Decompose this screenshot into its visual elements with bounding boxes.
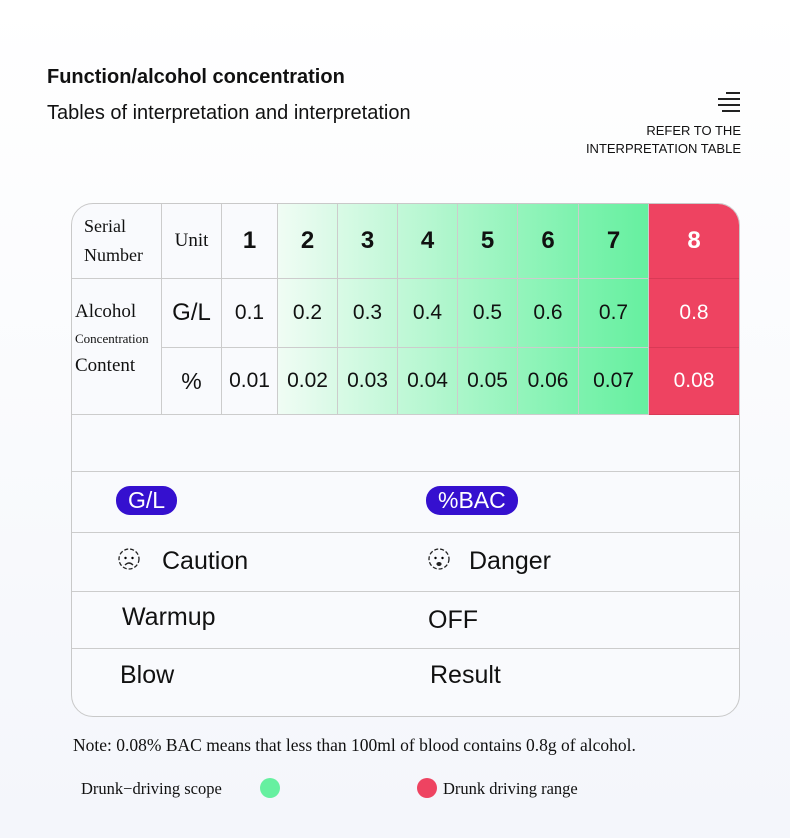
gl-value-cell: 0.5 xyxy=(458,279,518,348)
pct-value-cell: 0.06 xyxy=(518,348,579,415)
gl-badge: G/L xyxy=(116,486,178,515)
pct-value-cell: 0.08 xyxy=(649,348,739,415)
worried-face-icon xyxy=(118,548,140,570)
danger-label: Danger xyxy=(469,547,551,575)
shocked-face-icon xyxy=(428,548,450,570)
gl-value-cell: 0.8 xyxy=(649,279,739,348)
serial-number-cell: 6 xyxy=(518,204,579,279)
note-text: Note: 0.08% BAC means that less than 100… xyxy=(73,735,636,755)
pct-unit: % xyxy=(162,348,222,415)
pct-value-cell: 0.03 xyxy=(338,348,398,415)
serial-number-cell: 2 xyxy=(278,204,338,279)
serial-number-cell: 4 xyxy=(398,204,458,279)
serial-number-cell: 3 xyxy=(338,204,398,279)
gl-value-cell: 0.6 xyxy=(518,279,579,348)
page-subtitle: Tables of interpretation and interpretat… xyxy=(47,102,411,124)
green-dot-icon xyxy=(260,778,280,798)
gl-value-cell: 0.4 xyxy=(398,279,458,348)
unit-header: Unit xyxy=(162,204,222,279)
blow-label: Blow xyxy=(120,661,175,689)
number-label: Number xyxy=(84,245,143,265)
result-label: Result xyxy=(430,661,501,689)
content-label: Content xyxy=(75,355,136,376)
refer-line-2: INTERPRETATION TABLE xyxy=(585,141,741,156)
alcohol-label: Alcohol xyxy=(75,301,137,322)
page-title: Function/alcohol concentration xyxy=(47,66,345,88)
alcohol-content-label: Alcohol Concentration Content xyxy=(72,279,162,415)
serial-number-header: Serial Number xyxy=(72,204,162,279)
serial-label: Serial xyxy=(84,216,126,236)
off-label: OFF xyxy=(428,606,478,634)
serial-number-cell: 7 xyxy=(579,204,649,279)
gl-value-cell: 0.2 xyxy=(278,279,338,348)
legend-green-label: Drunk−driving scope xyxy=(81,779,222,798)
interpretation-table: Serial Number Unit Alcohol Concentration … xyxy=(71,203,740,717)
gl-value-cell: 0.1 xyxy=(222,279,278,348)
concentration-label: Concentration xyxy=(75,331,149,346)
refer-text: REFER TO THE INTERPRETATION TABLE xyxy=(586,122,741,158)
pct-value-cell: 0.07 xyxy=(579,348,649,415)
gl-unit: G/L xyxy=(162,279,222,348)
pct-value-cell: 0.02 xyxy=(278,348,338,415)
serial-number-cell: 5 xyxy=(458,204,518,279)
bac-badge: %BAC xyxy=(426,486,518,515)
red-dot-icon xyxy=(417,778,437,798)
serial-number-cell: 1 xyxy=(222,204,278,279)
hamburger-icon[interactable] xyxy=(718,92,740,116)
serial-number-cell: 8 xyxy=(649,204,739,279)
warmup-label: Warmup xyxy=(122,603,216,631)
pct-value-cell: 0.04 xyxy=(398,348,458,415)
legend-red-label: Drunk driving range xyxy=(443,779,578,798)
refer-line-1: REFER TO THE xyxy=(646,123,741,138)
caution-label: Caution xyxy=(162,547,249,575)
pct-value-cell: 0.01 xyxy=(222,348,278,415)
gl-value-cell: 0.7 xyxy=(579,279,649,348)
pct-value-cell: 0.05 xyxy=(458,348,518,415)
gl-value-cell: 0.3 xyxy=(338,279,398,348)
